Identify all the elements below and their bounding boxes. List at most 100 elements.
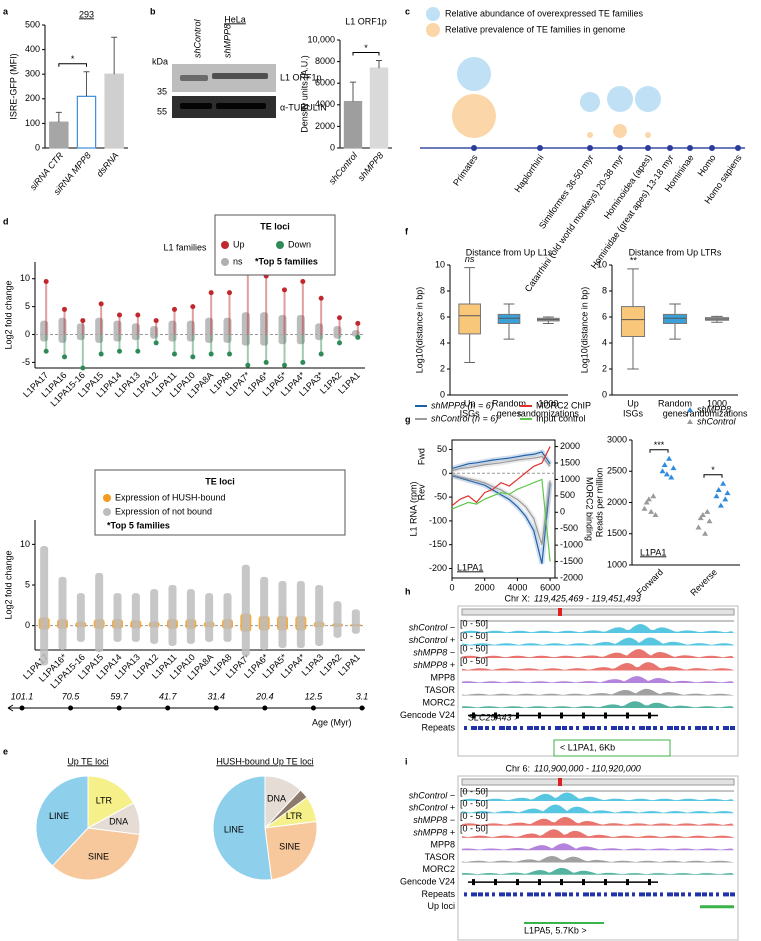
signal bbox=[462, 867, 734, 875]
repeat bbox=[723, 726, 729, 730]
spread bbox=[113, 320, 122, 342]
spread bbox=[113, 593, 122, 642]
node-label: Primates bbox=[451, 152, 480, 187]
legend-label: shMPP8 (n = 6) bbox=[431, 400, 494, 410]
signal bbox=[462, 637, 734, 646]
y-tick-label: -150 bbox=[429, 539, 447, 549]
repeat bbox=[485, 726, 489, 730]
repeat bbox=[464, 892, 467, 897]
point bbox=[43, 279, 49, 285]
y-tick-label: 3000 bbox=[607, 434, 627, 444]
box bbox=[458, 303, 481, 335]
repeat bbox=[639, 726, 645, 730]
track-label: Gencode V24 bbox=[400, 710, 455, 720]
track-label: MORC2 bbox=[422, 697, 455, 707]
point bbox=[300, 279, 306, 285]
repeat bbox=[513, 726, 517, 730]
node bbox=[667, 145, 673, 151]
exon bbox=[516, 879, 519, 886]
repeat bbox=[709, 726, 713, 730]
y-axis-label: ISRE-GFP (MFI) bbox=[8, 53, 18, 119]
repeat bbox=[716, 892, 719, 897]
spread bbox=[168, 320, 177, 342]
band-label: L1 ORF1p bbox=[280, 72, 322, 82]
y-tick-label: 10 bbox=[20, 273, 30, 283]
lane-label: shMPP8 bbox=[222, 24, 232, 58]
y-tick-label: 1500 bbox=[560, 457, 580, 467]
repeat bbox=[527, 726, 533, 730]
y-tick-label: -2000 bbox=[560, 572, 583, 582]
age-label: 20.4 bbox=[255, 691, 274, 701]
repeat bbox=[583, 726, 589, 730]
abundance-circle bbox=[635, 86, 661, 112]
track-label: shControl − bbox=[409, 622, 455, 632]
repeat bbox=[681, 726, 685, 730]
chart-label: L1PA1 bbox=[457, 562, 483, 572]
point bbox=[263, 359, 269, 365]
pie-slice bbox=[87, 775, 135, 829]
box bbox=[620, 306, 646, 338]
repeat bbox=[646, 892, 651, 897]
point bbox=[650, 493, 657, 499]
y-tick-label: 4000 bbox=[315, 99, 335, 109]
spread bbox=[333, 601, 342, 638]
repeat bbox=[513, 892, 517, 897]
repeat bbox=[688, 726, 691, 730]
blot-band bbox=[180, 75, 208, 81]
y-tick-label: 50 bbox=[437, 444, 447, 454]
repeat bbox=[597, 892, 601, 897]
point bbox=[318, 295, 324, 301]
repeat bbox=[485, 892, 489, 897]
y-tick-label: -1500 bbox=[560, 556, 583, 566]
y-tick-label: 6 bbox=[602, 311, 607, 321]
ideogram-mark bbox=[558, 778, 562, 786]
track-range: [0 - 50] bbox=[460, 823, 488, 833]
spread bbox=[315, 585, 324, 646]
repeat bbox=[723, 892, 729, 897]
y-axis-label: Log10(distance in bp) bbox=[579, 287, 589, 374]
point bbox=[245, 362, 251, 368]
point bbox=[699, 512, 706, 517]
panel-letter: a bbox=[3, 6, 9, 16]
age-dot bbox=[310, 705, 316, 711]
repeat bbox=[478, 726, 483, 730]
age-axis-label: Age (Myr) bbox=[312, 717, 352, 727]
spread bbox=[223, 593, 232, 642]
node-label: Simiformes 36-50 myr bbox=[537, 153, 596, 231]
spread bbox=[150, 589, 159, 644]
spread bbox=[333, 326, 342, 339]
x-tick-label: ISGs bbox=[623, 408, 644, 418]
y-tick-label: -100 bbox=[429, 515, 447, 525]
ideogram-mark bbox=[558, 608, 562, 616]
legend-swatch bbox=[426, 23, 440, 37]
repeat bbox=[569, 726, 573, 730]
repeat bbox=[618, 726, 623, 730]
slice-label: DNA bbox=[267, 793, 286, 803]
point bbox=[172, 306, 177, 312]
point bbox=[80, 318, 86, 324]
x-tick-label: Up bbox=[627, 398, 639, 408]
age-dot bbox=[19, 705, 25, 711]
y-tick-label: 2500 bbox=[607, 466, 627, 476]
age-dot bbox=[116, 705, 122, 711]
slice-label: SINE bbox=[279, 841, 300, 851]
legend-swatch bbox=[221, 258, 229, 266]
signal bbox=[462, 843, 734, 851]
node bbox=[735, 145, 741, 151]
point bbox=[715, 487, 722, 492]
point bbox=[706, 518, 713, 524]
spread bbox=[205, 593, 214, 642]
point bbox=[300, 359, 306, 365]
repeat bbox=[653, 892, 657, 897]
spread bbox=[95, 317, 104, 343]
point bbox=[227, 290, 232, 296]
signal bbox=[462, 676, 734, 683]
repeat bbox=[492, 892, 495, 897]
abundance-circle bbox=[457, 57, 491, 91]
exon bbox=[604, 879, 607, 886]
track-label: shControl + bbox=[409, 635, 455, 645]
legend-label: Expression of not bound bbox=[115, 506, 212, 516]
legend-box bbox=[214, 214, 336, 276]
track-label: shControl − bbox=[409, 790, 455, 800]
